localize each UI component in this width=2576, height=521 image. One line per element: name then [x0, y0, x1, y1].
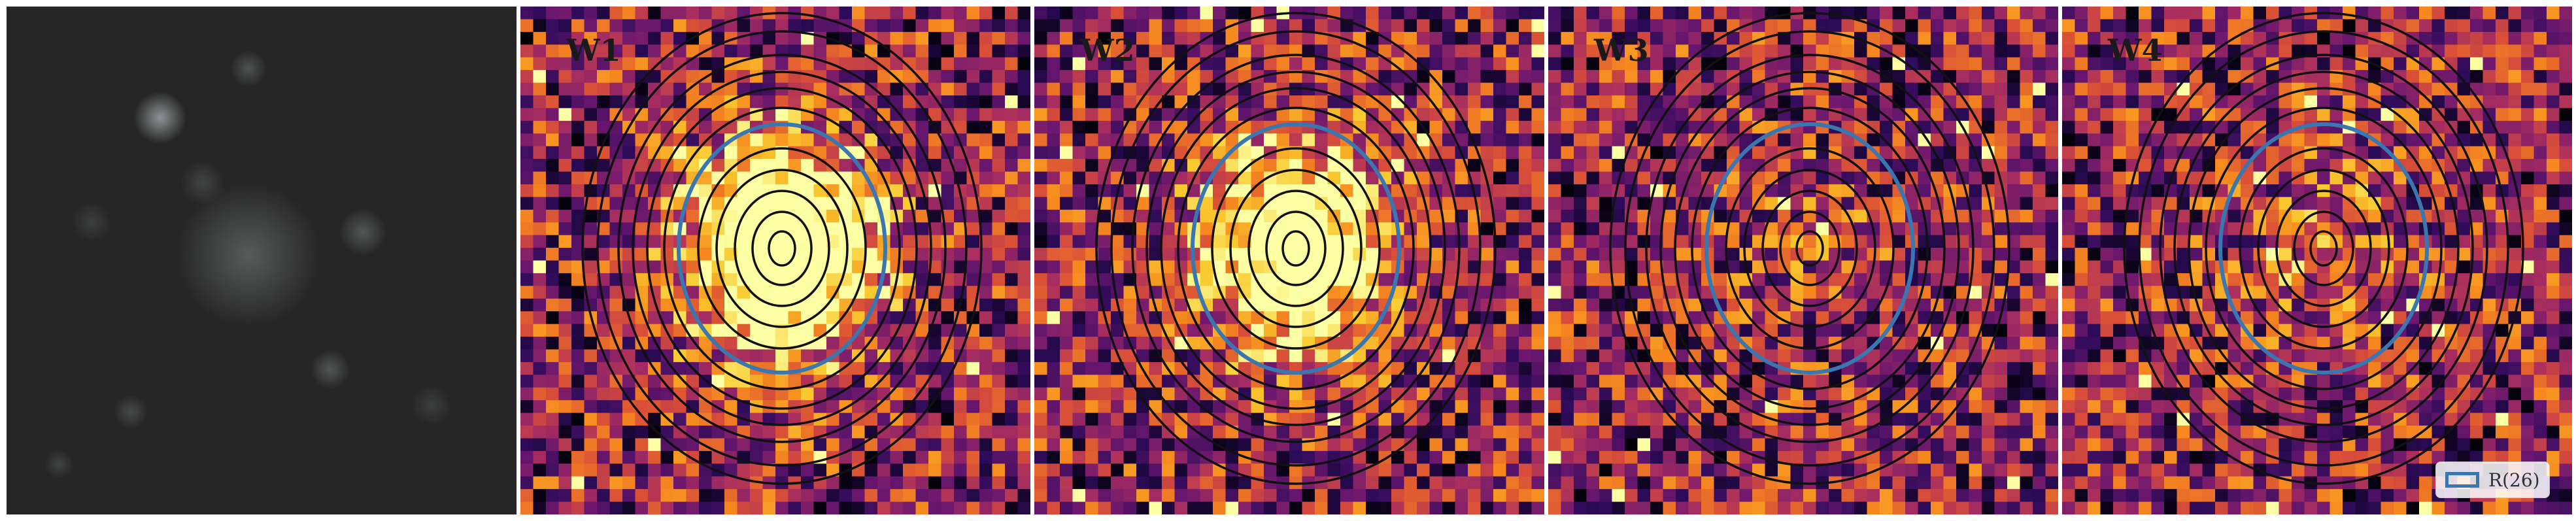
optical-source	[177, 183, 320, 327]
isophote-contour	[2309, 230, 2338, 267]
optical-source	[44, 450, 73, 479]
isophote-contour	[2123, 12, 2524, 485]
w4-pixels	[2062, 7, 2572, 514]
optical-source	[72, 203, 111, 242]
isophote-contour	[1659, 71, 1960, 426]
optical-source	[412, 386, 451, 425]
optical-image	[7, 7, 517, 514]
isophote-contour	[715, 169, 849, 328]
optical-source	[311, 350, 350, 389]
isophote-contour	[1761, 190, 1858, 307]
isophote-contour	[1177, 107, 1415, 390]
aperture-ellipse	[1191, 122, 1401, 375]
isophote-contour	[2173, 71, 2474, 426]
isophote-contour	[1095, 12, 1497, 485]
isophote-contour	[2239, 147, 2409, 350]
isophote-contour	[596, 30, 968, 467]
w4-image	[2062, 7, 2572, 514]
w3-panel: W3	[1548, 7, 2058, 514]
isophote-contour	[1674, 87, 1946, 410]
optical-panel	[7, 7, 517, 514]
optical-source	[230, 50, 267, 87]
isophote-contour	[1795, 230, 1824, 267]
isophote-contour	[1624, 30, 1995, 467]
isophote-contour	[1160, 87, 1432, 410]
isophote-contour	[697, 147, 867, 350]
isophote-contour	[1265, 210, 1327, 286]
isophote-contour	[768, 230, 796, 267]
optical-source	[134, 92, 186, 144]
w1-panel: W1	[520, 7, 1030, 514]
w1-band-label: W1	[566, 33, 621, 68]
legend-label: R(26)	[2488, 469, 2540, 491]
isophote-contour	[2205, 107, 2443, 390]
aperture-swatch-icon	[2445, 472, 2479, 488]
w3-image	[1548, 7, 2058, 514]
isophote-contour	[751, 210, 813, 286]
isophote-contour	[617, 54, 947, 443]
isophote-contour	[2275, 190, 2372, 307]
w2-image	[1034, 7, 1544, 514]
isophote-contour	[663, 107, 901, 390]
w1-image	[520, 7, 1030, 514]
isophote-contour	[2293, 210, 2354, 286]
isophote-contour	[1281, 230, 1310, 267]
optical-source	[339, 209, 386, 256]
isophote-contour	[1743, 169, 1876, 328]
isophote-contour	[1645, 54, 1974, 443]
isophote-contour	[632, 71, 932, 426]
w4-panel: W4	[2062, 7, 2572, 514]
isophote-contour	[581, 12, 983, 485]
isophote-contour	[2159, 54, 2488, 443]
isophote-contour	[1247, 190, 1344, 307]
optical-source	[114, 395, 148, 429]
isophote-contour	[1779, 210, 1840, 286]
isophote-contour	[1145, 71, 1446, 426]
aperture-ellipse	[2218, 122, 2429, 375]
isophote-contour	[1131, 54, 1461, 443]
isophote-contour	[734, 190, 830, 307]
w2-band-label: W2	[1080, 33, 1135, 68]
isophote-contour	[1725, 147, 1895, 350]
aperture-ellipse	[1704, 122, 1915, 375]
isophote-contour	[1609, 12, 2010, 485]
optical-source	[180, 161, 225, 205]
isophote-contour	[646, 87, 918, 410]
isophote-contour	[1691, 107, 1929, 390]
isophote-contour	[1229, 169, 1363, 328]
legend: R(26)	[2435, 462, 2550, 498]
isophote-contour	[1211, 147, 1381, 350]
aperture-ellipse	[677, 122, 887, 375]
w3-band-label: W3	[1594, 33, 1649, 68]
isophote-contour	[2138, 30, 2509, 467]
w2-pixels	[1034, 7, 1544, 514]
isophote-contour	[1110, 30, 1482, 467]
w4-band-label: W4	[2108, 33, 2163, 68]
w2-panel: W2	[1034, 7, 1544, 514]
w1-pixels	[520, 7, 1030, 514]
isophote-contour	[2257, 169, 2390, 328]
isophote-contour	[2188, 87, 2460, 410]
